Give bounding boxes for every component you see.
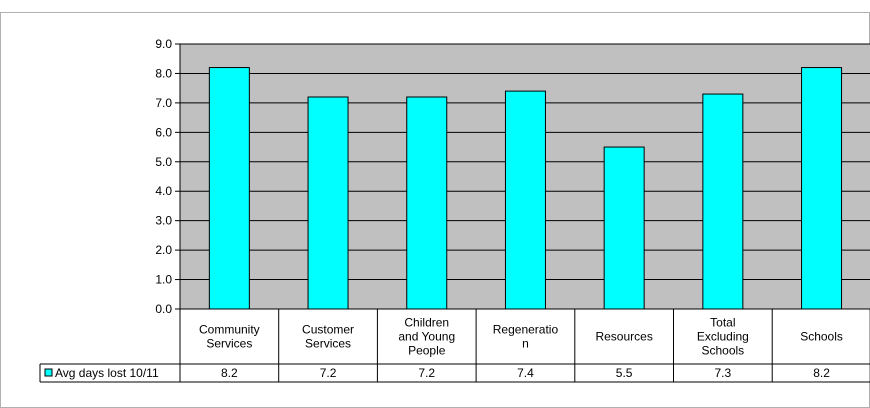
bar bbox=[208, 67, 250, 310]
y-tick-label: 9.0 bbox=[155, 37, 172, 51]
x-category-label: Community bbox=[199, 323, 260, 337]
x-category-label: Resources bbox=[595, 330, 652, 344]
y-tick-label: 6.0 bbox=[155, 125, 172, 139]
x-category-label: and Young bbox=[398, 330, 455, 344]
table-value: 8.2 bbox=[221, 366, 238, 380]
y-tick-label: 5.0 bbox=[155, 155, 172, 169]
bar bbox=[801, 67, 843, 310]
y-tick-label: 1.0 bbox=[155, 273, 172, 287]
y-axis: 0.0 1.0 2.0 3.0 4.0 5.0 6.0 7.0 8.0 9.0 bbox=[155, 37, 181, 316]
x-category-label: n bbox=[522, 337, 529, 351]
x-category-label: People bbox=[408, 344, 446, 358]
x-category-label: Schools bbox=[800, 330, 843, 344]
x-category-label: Excluding bbox=[697, 330, 749, 344]
y-tick-label: 7.0 bbox=[155, 96, 172, 110]
x-category-label: Customer bbox=[302, 323, 354, 337]
data-table: CommunityServicesCustomerServicesChildre… bbox=[39, 308, 870, 383]
bar bbox=[504, 90, 546, 310]
y-tick-label: 0.0 bbox=[155, 302, 172, 316]
x-category-label: Services bbox=[305, 337, 351, 351]
table-value: 5.5 bbox=[616, 366, 633, 380]
x-category-label: Total bbox=[710, 316, 735, 330]
bars bbox=[208, 67, 843, 310]
series-name: Avg days lost 10/11 bbox=[55, 366, 159, 380]
bar bbox=[406, 96, 448, 310]
bar bbox=[603, 146, 645, 310]
table-value: 7.2 bbox=[418, 366, 435, 380]
bar bbox=[307, 96, 349, 310]
table-value: 7.2 bbox=[320, 366, 337, 380]
table-value: 7.4 bbox=[517, 366, 534, 380]
x-category-label: Schools bbox=[701, 344, 744, 358]
bar bbox=[702, 93, 744, 310]
y-tick-label: 4.0 bbox=[155, 184, 172, 198]
y-tick-label: 3.0 bbox=[155, 214, 172, 228]
table-value: 8.2 bbox=[813, 366, 830, 380]
x-category-label: Services bbox=[206, 337, 252, 351]
x-category-label: Children bbox=[404, 316, 449, 330]
y-tick-label: 2.0 bbox=[155, 243, 172, 257]
y-tick-label: 8.0 bbox=[155, 66, 172, 80]
table-value: 7.3 bbox=[715, 366, 732, 380]
x-category-label: Regeneratio bbox=[493, 323, 559, 337]
legend-key bbox=[44, 368, 53, 377]
